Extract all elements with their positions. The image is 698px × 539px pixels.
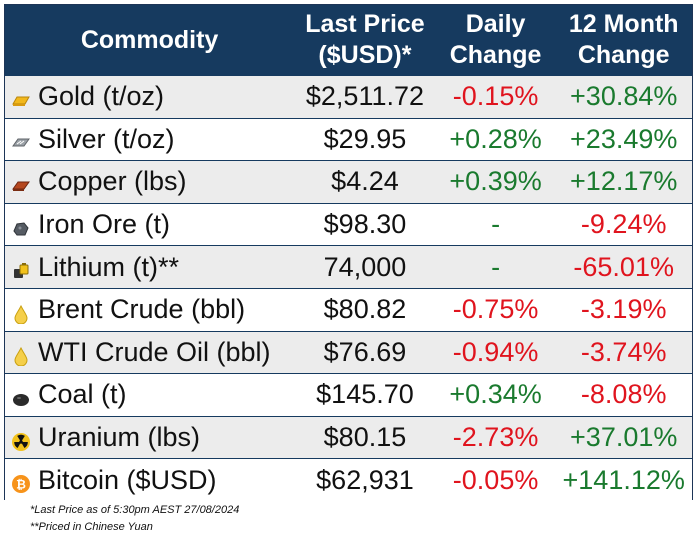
header-month-line1: 12 Month bbox=[568, 10, 679, 38]
table-row: Uranium (lbs) $80.15 -2.73% +37.01% bbox=[5, 415, 692, 459]
footnote-last-price: *Last Price as of 5:30pm AEST 27/08/2024 bbox=[30, 504, 240, 516]
table-row: WTI Crude Oil (bbl) $76.69 -0.94% -3.74% bbox=[5, 330, 692, 374]
silver-bar-icon bbox=[11, 129, 31, 149]
header-last-price-line1: Last Price bbox=[305, 10, 425, 38]
commodity-cell: Gold (t/oz) bbox=[5, 81, 294, 112]
oil-drop-icon bbox=[11, 342, 31, 367]
12-month-change-cell: +37.01% bbox=[570, 422, 678, 453]
12-month-change-cell: -9.24% bbox=[580, 209, 667, 240]
last-price-cell: $29.95 bbox=[323, 123, 407, 154]
lithium-battery-icon bbox=[11, 257, 31, 279]
daily-change-cell: -0.15% bbox=[452, 81, 539, 112]
commodity-name: Coal (t) bbox=[38, 379, 127, 410]
table-header: Commodity Last Price ($USD)* Daily Chang… bbox=[5, 5, 692, 75]
last-price-cell: $62,931 bbox=[316, 464, 414, 495]
oil-drop-icon bbox=[11, 300, 31, 325]
commodity-cell: Brent Crude (bbl) bbox=[5, 294, 294, 325]
footnote-chinese-yuan: **Priced in Chinese Yuan bbox=[30, 521, 153, 533]
daily-change-cell: - bbox=[491, 251, 501, 282]
last-price-cell: 74,000 bbox=[323, 251, 407, 282]
commodity-cell: Iron Ore (t) bbox=[5, 209, 294, 240]
header-daily-line2: Change bbox=[449, 41, 542, 69]
12-month-change-cell: -3.19% bbox=[580, 294, 667, 325]
daily-change-cell: +0.28% bbox=[449, 123, 542, 154]
commodity-name: Silver (t/oz) bbox=[38, 123, 175, 154]
commodity-cell: WTI Crude Oil (bbl) bbox=[5, 337, 294, 368]
commodity-name: Gold (t/oz) bbox=[38, 81, 165, 112]
commodity-name: Lithium (t)** bbox=[38, 251, 180, 282]
table-row: Iron Ore (t) $98.30 - -9.24% bbox=[5, 202, 692, 246]
table-row: ₿ Bitcoin ($USD) $62,931 -0.05% +141.12% bbox=[5, 458, 692, 501]
12-month-change-cell: -8.08% bbox=[580, 379, 667, 410]
12-month-change-cell: +23.49% bbox=[570, 123, 678, 154]
table-row: Coal (t) $145.70 +0.34% -8.08% bbox=[5, 373, 692, 416]
table-row: Copper (lbs) $4.24 +0.39% +12.17% bbox=[5, 160, 692, 203]
table-row: Gold (t/oz) $2,511.72 -0.15% +30.84% bbox=[5, 75, 692, 118]
commodity-name: Uranium (lbs) bbox=[38, 422, 201, 453]
commodity-cell: Coal (t) bbox=[5, 379, 294, 410]
header-last-price-line2: ($USD)* bbox=[318, 41, 412, 69]
commodity-name: Iron Ore (t) bbox=[38, 209, 171, 240]
commodity-name: Brent Crude (bbl) bbox=[38, 294, 246, 325]
header-month-line2: Change bbox=[577, 41, 670, 69]
last-price-cell: $2,511.72 bbox=[305, 81, 425, 112]
12-month-change-cell: -65.01% bbox=[573, 251, 674, 282]
daily-change-cell: -2.73% bbox=[452, 422, 539, 453]
copper-bar-icon bbox=[11, 172, 31, 192]
gold-bar-icon bbox=[11, 87, 31, 107]
commodity-name: Bitcoin ($USD) bbox=[38, 464, 217, 495]
table-row: Lithium (t)** 74,000 - -65.01% bbox=[5, 245, 692, 288]
12-month-change-cell: +30.84% bbox=[570, 81, 678, 112]
daily-change-cell: +0.39% bbox=[449, 166, 542, 197]
last-price-cell: $4.24 bbox=[331, 166, 399, 197]
iron-ore-icon bbox=[11, 215, 31, 236]
header-commodity: Commodity bbox=[5, 25, 294, 56]
svg-text:₿: ₿ bbox=[16, 478, 26, 492]
daily-change-cell: +0.34% bbox=[449, 379, 542, 410]
last-price-cell: $80.82 bbox=[323, 294, 407, 325]
commodity-name: WTI Crude Oil (bbl) bbox=[38, 336, 271, 367]
header-12-month-change: 12 Month Change bbox=[555, 9, 692, 71]
table-body: Gold (t/oz) $2,511.72 -0.15% +30.84% Silver … bbox=[5, 75, 692, 501]
header-last-price: Last Price ($USD)* bbox=[294, 9, 436, 71]
daily-change-cell: - bbox=[491, 209, 501, 240]
bitcoin-icon: ₿ bbox=[11, 470, 31, 494]
daily-change-cell: -0.75% bbox=[452, 294, 539, 325]
commodity-cell: ₿ Bitcoin ($USD) bbox=[5, 465, 294, 496]
12-month-change-cell: -3.74% bbox=[580, 336, 667, 367]
commodity-table: Commodity Last Price ($USD)* Daily Chang… bbox=[4, 4, 693, 501]
last-price-cell: $76.69 bbox=[323, 336, 407, 367]
coal-icon bbox=[11, 385, 31, 406]
commodity-cell: Lithium (t)** bbox=[5, 252, 294, 283]
table-row: Brent Crude (bbl) $80.82 -0.75% -3.19% bbox=[5, 287, 692, 331]
12-month-change-cell: +12.17% bbox=[570, 166, 678, 197]
12-month-change-cell: +141.12% bbox=[562, 464, 685, 495]
commodity-cell: Silver (t/oz) bbox=[5, 124, 294, 155]
header-daily-change: Daily Change bbox=[436, 9, 556, 71]
table-row: Silver (t/oz) $29.95 +0.28% +23.49% bbox=[5, 117, 692, 161]
commodity-name: Copper (lbs) bbox=[38, 166, 187, 197]
last-price-cell: $80.15 bbox=[323, 422, 407, 453]
radiation-icon bbox=[11, 428, 31, 451]
daily-change-cell: -0.94% bbox=[452, 336, 539, 367]
last-price-cell: $98.30 bbox=[323, 209, 407, 240]
last-price-cell: $145.70 bbox=[316, 379, 414, 410]
header-daily-line1: Daily bbox=[465, 10, 526, 38]
daily-change-cell: -0.05% bbox=[452, 464, 539, 495]
commodity-cell: Copper (lbs) bbox=[5, 166, 294, 197]
header-commodity-label: Commodity bbox=[80, 25, 219, 54]
commodity-cell: Uranium (lbs) bbox=[5, 422, 294, 453]
